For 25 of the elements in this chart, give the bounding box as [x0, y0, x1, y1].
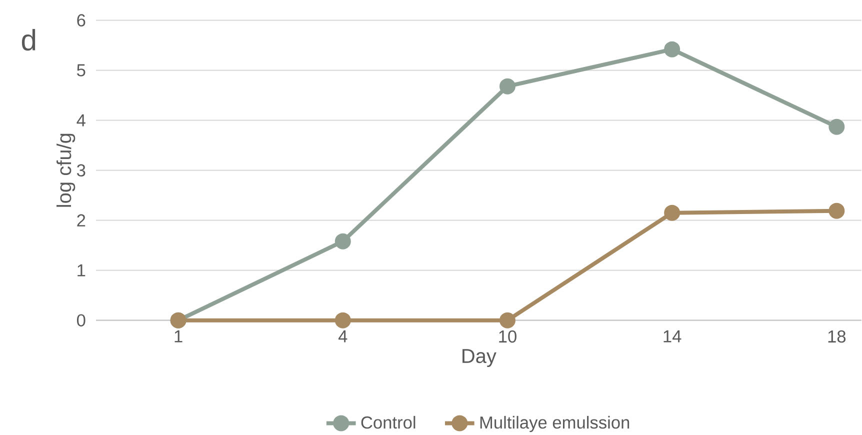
x-tick-label: 18: [828, 330, 846, 343]
x-tick-label: 1: [174, 330, 182, 342]
y-tick-label: 0: [76, 314, 86, 326]
x-tick-label: 14: [664, 330, 682, 342]
x-axis-title: Day: [462, 349, 496, 368]
y-tick-label: 2: [77, 214, 86, 226]
y-tick-label: 6: [77, 14, 86, 26]
point: [664, 41, 680, 58]
point: [334, 312, 351, 328]
point: [828, 118, 845, 135]
point: [499, 78, 516, 94]
y-tick-label: 4: [76, 114, 86, 126]
point: [664, 204, 680, 221]
y-tick-label: 5: [77, 64, 86, 76]
point: [334, 233, 351, 250]
x-tick-label: 10: [499, 330, 516, 343]
point: [828, 202, 845, 219]
legend-label: Multilaye emulssion: [480, 416, 630, 432]
point: [499, 312, 516, 328]
y-tick-label: 3: [76, 164, 86, 176]
y-tick-label: 1: [78, 264, 86, 276]
y-axis-title: log cfu/g: [56, 134, 76, 207]
legend-label: Control: [361, 416, 416, 429]
x-tick-label: 4: [338, 330, 348, 342]
text: d: [22, 29, 36, 51]
